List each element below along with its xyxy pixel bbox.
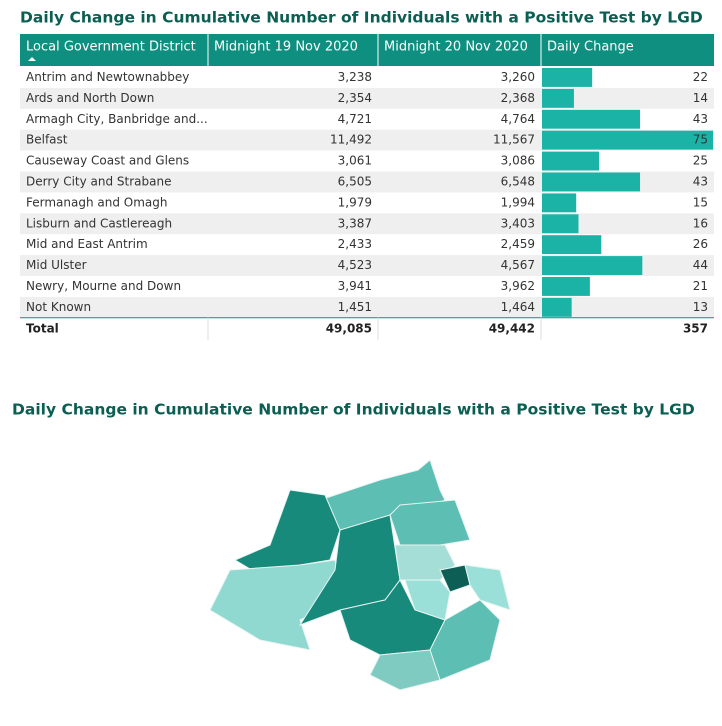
total-cell: 49,442 bbox=[489, 321, 535, 335]
data-bar bbox=[542, 193, 577, 213]
cell: Ards and North Down bbox=[26, 91, 154, 105]
cell: 43 bbox=[693, 174, 708, 188]
cell: 3,086 bbox=[501, 154, 535, 168]
cell: 3,962 bbox=[501, 279, 535, 293]
cell: 14 bbox=[693, 91, 708, 105]
cell: Fermanagh and Omagh bbox=[26, 195, 168, 209]
data-bar bbox=[542, 68, 593, 87]
cell: Belfast bbox=[26, 133, 68, 147]
map-title: Daily Change in Cumulative Number of Ind… bbox=[12, 401, 695, 419]
sort-arrow[interactable] bbox=[28, 57, 36, 61]
cell: 11,492 bbox=[330, 133, 372, 147]
data-bar bbox=[542, 109, 641, 129]
data-bar bbox=[542, 235, 602, 255]
row-stripe bbox=[20, 213, 714, 235]
cell: 3,061 bbox=[338, 154, 372, 168]
table-title: Daily Change in Cumulative Number of Ind… bbox=[20, 9, 703, 27]
cell: 4,567 bbox=[501, 258, 535, 272]
row-stripe bbox=[20, 171, 714, 193]
total-cell: 49,085 bbox=[326, 321, 372, 335]
cell: Mid Ulster bbox=[26, 258, 87, 272]
cell: 25 bbox=[693, 154, 708, 168]
cell: 1,451 bbox=[338, 300, 372, 314]
data-bar bbox=[542, 172, 641, 192]
cell: 43 bbox=[693, 112, 708, 126]
cell: 13 bbox=[693, 300, 708, 314]
map bbox=[209, 459, 511, 691]
cell: 3,941 bbox=[338, 279, 372, 293]
cell: 44 bbox=[693, 258, 708, 272]
total-cell: 357 bbox=[683, 321, 708, 335]
cell: 22 bbox=[693, 70, 708, 84]
cell: Antrim and Newtownabbey bbox=[26, 70, 189, 84]
data-bar bbox=[542, 256, 643, 275]
cell: 3,260 bbox=[501, 70, 535, 84]
column-header: Daily Change bbox=[547, 40, 634, 55]
row-stripe bbox=[20, 296, 714, 318]
data-bar bbox=[542, 277, 590, 296]
cell: 1,979 bbox=[338, 195, 372, 209]
data-bar bbox=[542, 214, 579, 234]
cell: 2,354 bbox=[338, 91, 372, 105]
data-bar bbox=[542, 88, 574, 108]
cell: Armagh City, Banbridge and... bbox=[26, 112, 208, 126]
cell: 4,764 bbox=[501, 112, 535, 126]
cell: 6,548 bbox=[501, 174, 535, 188]
region bbox=[209, 559, 341, 651]
column-header: Midnight 20 Nov 2020 bbox=[384, 40, 528, 55]
cell: Derry City and Strabane bbox=[26, 174, 172, 188]
cell: 4,721 bbox=[338, 112, 372, 126]
cell: 2,368 bbox=[501, 91, 535, 105]
region bbox=[389, 499, 471, 546]
cell: 2,459 bbox=[501, 237, 535, 251]
cell: 3,403 bbox=[501, 216, 535, 230]
cell: 21 bbox=[693, 279, 708, 293]
cell: 1,464 bbox=[501, 300, 535, 314]
total-cell: Total bbox=[26, 321, 59, 335]
column-header: Midnight 19 Nov 2020 bbox=[214, 40, 358, 55]
cell: Not Known bbox=[26, 300, 91, 314]
cell: 26 bbox=[693, 237, 708, 251]
table-header bbox=[20, 34, 714, 66]
region bbox=[464, 564, 511, 611]
cell: 11,567 bbox=[493, 133, 535, 147]
cell: 3,238 bbox=[338, 70, 372, 84]
cell: 16 bbox=[693, 216, 708, 230]
cell: 75 bbox=[693, 133, 708, 147]
cell: Mid and East Antrim bbox=[26, 237, 148, 251]
region bbox=[369, 649, 441, 691]
cell: Lisburn and Castlereagh bbox=[26, 216, 172, 230]
data-bar bbox=[542, 297, 572, 317]
column-header: Local Government District bbox=[26, 40, 196, 55]
cell: 4,523 bbox=[338, 258, 372, 272]
cell: 1,994 bbox=[501, 195, 535, 209]
cell: 3,387 bbox=[338, 216, 372, 230]
row-stripe bbox=[20, 255, 714, 276]
cell: 6,505 bbox=[338, 174, 372, 188]
data-bar bbox=[542, 151, 599, 171]
row-stripe bbox=[20, 87, 714, 109]
row-stripe bbox=[20, 129, 714, 151]
cell: Newry, Mourne and Down bbox=[26, 279, 181, 293]
cell: Causeway Coast and Glens bbox=[26, 154, 189, 168]
data-bar bbox=[542, 130, 713, 150]
cell: 2,433 bbox=[338, 237, 372, 251]
cell: 15 bbox=[693, 195, 708, 209]
